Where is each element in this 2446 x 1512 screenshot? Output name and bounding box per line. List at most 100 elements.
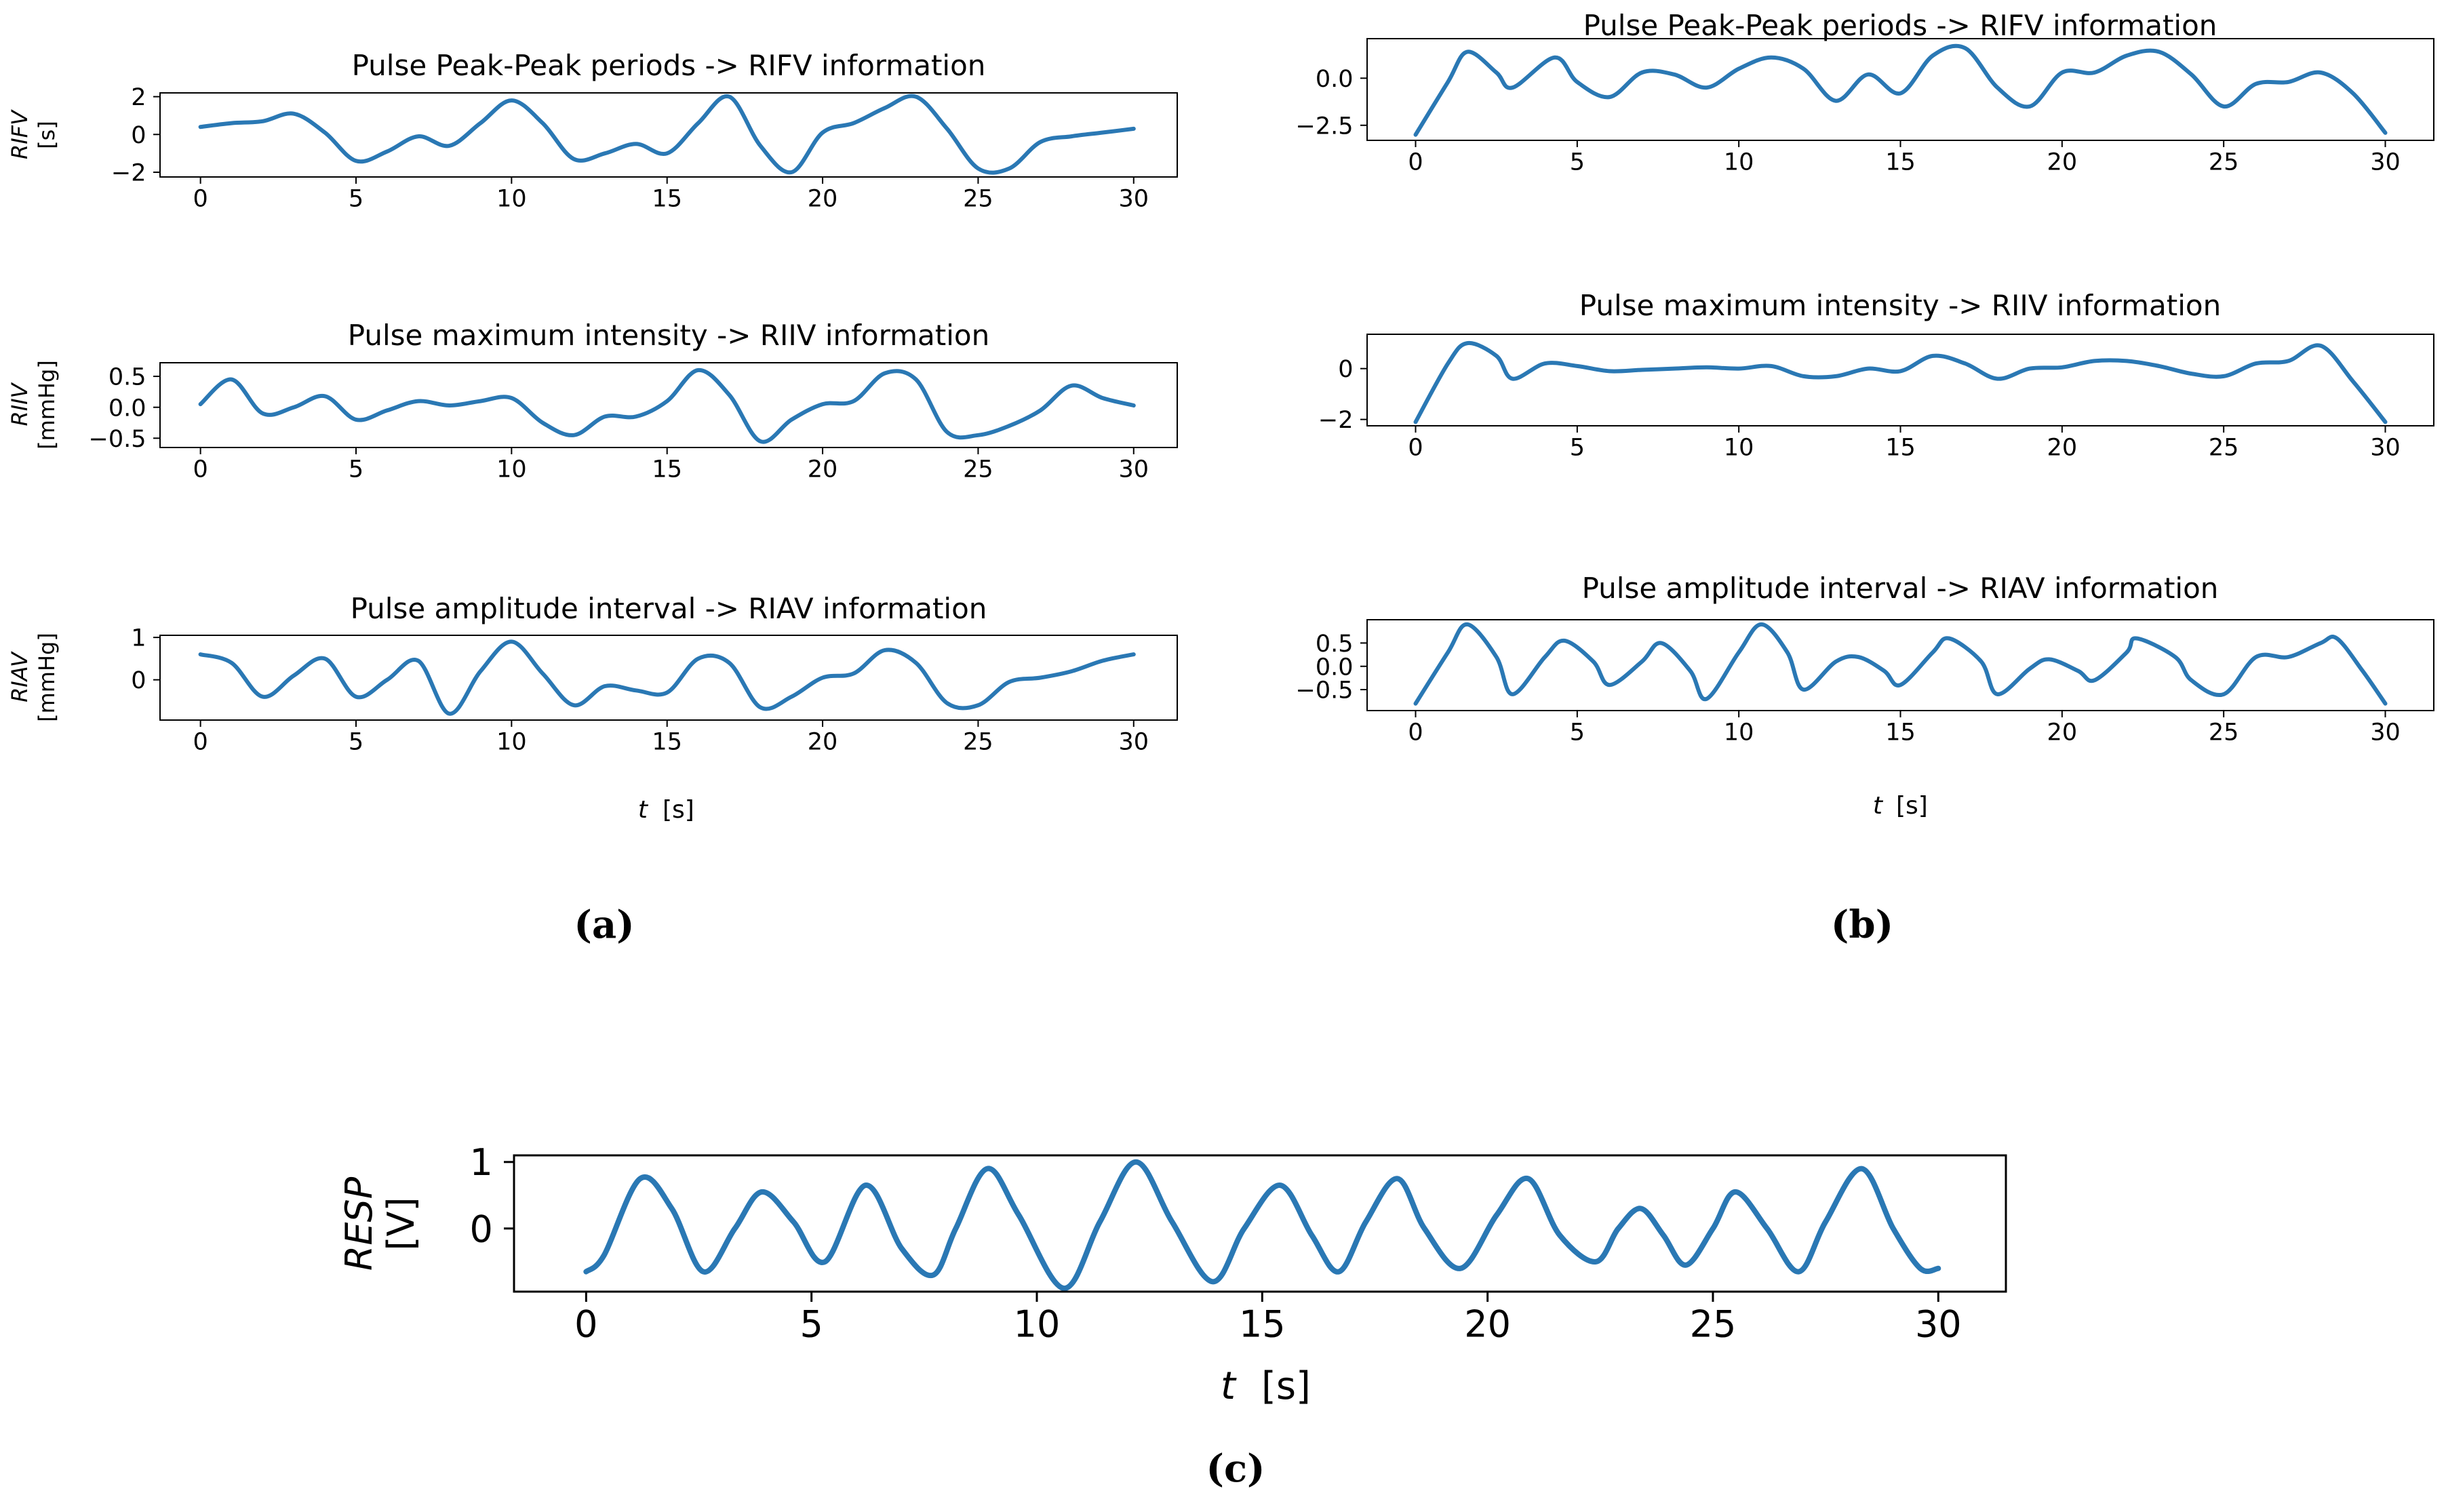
series-line — [1413, 622, 2388, 706]
panel-a1: Pulse Peak-Peak periods -> RIFV informat… — [7, 49, 1178, 212]
x-tick-label: 25 — [2209, 719, 2239, 746]
x-tick-label: 25 — [963, 728, 993, 755]
x-axis-label-unit: [s] — [1896, 792, 1928, 820]
x-tick-label: 0 — [1408, 434, 1423, 461]
x-tick-label: 15 — [652, 185, 682, 212]
y-tick-label: 2 — [131, 84, 146, 111]
x-tick-label: 15 — [1885, 148, 1916, 176]
x-tick-label: 15 — [652, 728, 682, 755]
y-tick-label: 0.5 — [109, 364, 146, 391]
x-tick-label: 5 — [1570, 719, 1585, 746]
x-tick-label: 20 — [2047, 719, 2078, 746]
x-tick-label: 25 — [963, 456, 993, 483]
x-tick-label: 30 — [1119, 185, 1149, 212]
series-line — [1413, 341, 2388, 424]
y-axis-label-unit: [mmHg] — [34, 360, 60, 450]
x-tick-label: 0 — [574, 1302, 597, 1345]
caption-a: (a) — [574, 902, 634, 947]
axes-frame — [159, 635, 1178, 721]
x-tick-label: 10 — [1014, 1302, 1061, 1345]
x-tick-label: 20 — [808, 728, 838, 755]
panel-b2: Pulse maximum intensity -> RIIV informat… — [1318, 289, 2434, 461]
x-tick-label: 25 — [2209, 148, 2239, 176]
x-tick-label: 5 — [349, 728, 363, 755]
series-line — [198, 94, 1136, 175]
x-tick-label: 15 — [1239, 1302, 1286, 1345]
axes-frame — [513, 1154, 2007, 1293]
x-tick-label: 10 — [1724, 148, 1754, 176]
y-tick-label: 1 — [469, 1141, 492, 1184]
x-tick-label: 0 — [1408, 719, 1423, 746]
y-tick-label: 1 — [131, 625, 146, 652]
panel-a2: Pulse maximum intensity -> RIIV informat… — [7, 319, 1178, 483]
y-tick-label: 0 — [131, 122, 146, 149]
series-line — [198, 367, 1136, 444]
y-tick-label: 0.0 — [1316, 66, 1354, 93]
x-tick-label: 15 — [652, 456, 682, 483]
y-axis-label-unit: [mmHg] — [34, 633, 60, 722]
y-axis-label-variable: RESP — [338, 1176, 380, 1271]
y-axis-label-unit: [V] — [380, 1197, 422, 1250]
y-tick-label: 0 — [1338, 356, 1353, 383]
y-tick-label: 0 — [469, 1208, 492, 1250]
x-tick-label: 5 — [349, 456, 363, 483]
x-tick-label: 20 — [2047, 148, 2078, 176]
x-tick-label: 20 — [808, 185, 838, 212]
y-axis-label-unit: [s] — [34, 121, 60, 149]
x-axis-label-unit: [s] — [1261, 1364, 1311, 1408]
y-tick-label: 0.5 — [1316, 631, 1354, 658]
x-axis-label-variable: t — [1221, 1364, 1237, 1408]
x-tick-label: 20 — [808, 456, 838, 483]
x-tick-label: 5 — [1570, 434, 1585, 461]
y-tick-label: −0.5 — [89, 426, 146, 453]
caption-b: (b) — [1831, 902, 1893, 947]
x-tick-label: 0 — [193, 185, 208, 212]
y-axis-label-variable: RIIV — [7, 382, 33, 426]
chart-title: Pulse Peak-Peak periods -> RIFV informat… — [1583, 9, 2217, 42]
y-tick-label: −2.5 — [1296, 113, 1354, 140]
x-tick-label: 0 — [1408, 148, 1423, 176]
x-axis-label-unit: [s] — [663, 796, 694, 824]
x-tick-label: 30 — [2370, 719, 2401, 746]
caption-c: (c) — [1206, 1446, 1265, 1491]
x-tick-label: 10 — [496, 185, 527, 212]
x-tick-label: 20 — [1464, 1302, 1511, 1345]
series-line — [583, 1159, 1941, 1292]
x-tick-label: 15 — [1885, 434, 1916, 461]
chart-title: Pulse Peak-Peak periods -> RIFV informat… — [352, 49, 986, 82]
x-tick-label: 5 — [800, 1302, 823, 1345]
x-tick-label: 10 — [1724, 434, 1754, 461]
chart-title: Pulse amplitude interval -> RIAV informa… — [351, 592, 987, 625]
panel-b1: Pulse Peak-Peak periods -> RIFV informat… — [1296, 9, 2434, 176]
x-axis-label-variable: t — [1873, 792, 1884, 820]
y-axis-label-variable: RIFV — [7, 109, 33, 159]
x-tick-label: 25 — [2209, 434, 2239, 461]
panel-a3: Pulse amplitude interval -> RIAV informa… — [7, 592, 1178, 824]
x-tick-label: 15 — [1885, 719, 1916, 746]
y-tick-label: 0.0 — [109, 395, 146, 422]
x-tick-label: 25 — [963, 185, 993, 212]
y-tick-label: −0.5 — [1296, 677, 1354, 704]
y-tick-label: −2 — [111, 160, 146, 187]
x-tick-label: 10 — [496, 728, 527, 755]
x-axis-label-variable: t — [638, 796, 649, 824]
x-tick-label: 30 — [2370, 434, 2401, 461]
panel-b3: Pulse amplitude interval -> RIAV informa… — [1296, 572, 2434, 820]
axes-frame — [159, 362, 1178, 448]
series-line — [198, 639, 1136, 716]
x-tick-label: 30 — [1119, 456, 1149, 483]
y-tick-label: −2 — [1318, 407, 1354, 434]
y-axis-label-variable: RIAV — [7, 651, 33, 702]
x-tick-label: 5 — [349, 185, 363, 212]
chart-title: Pulse amplitude interval -> RIAV informa… — [1582, 572, 2219, 605]
chart-title: Pulse maximum intensity -> RIIV informat… — [348, 319, 990, 352]
x-tick-label: 25 — [1690, 1302, 1737, 1345]
x-tick-label: 0 — [193, 456, 208, 483]
x-tick-label: 10 — [1724, 719, 1754, 746]
x-tick-label: 0 — [193, 728, 208, 755]
x-tick-label: 20 — [2047, 434, 2078, 461]
x-tick-label: 30 — [2370, 148, 2401, 176]
